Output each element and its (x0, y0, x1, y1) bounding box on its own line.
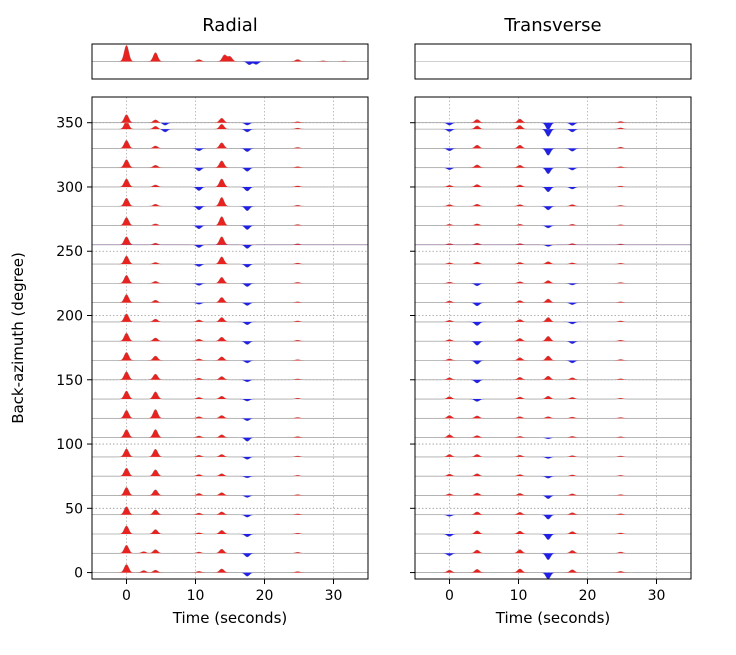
radial-trace-210 (92, 294, 368, 306)
radial-trace-225 (92, 275, 368, 287)
transverse-trace-positive-fill (415, 511, 691, 515)
radial-xtick-label: 30 (325, 588, 343, 604)
radial-trace-150 (92, 371, 368, 383)
radial-ytick-label: 350 (56, 116, 83, 132)
transverse-trace-90 (415, 454, 691, 459)
transverse-trace-135 (415, 395, 691, 402)
radial-ytick-label: 250 (56, 244, 83, 260)
transverse-trace-60 (415, 492, 691, 499)
transverse-xtick-label: 10 (510, 588, 528, 604)
transverse-trace-0 (415, 568, 691, 580)
transverse-trace-300 (415, 184, 691, 193)
transverse-trace-positive-fill (415, 223, 691, 226)
radial-trace-60 (92, 487, 368, 498)
radial-ytick-label: 150 (56, 373, 83, 389)
radial-ytick-label: 300 (56, 180, 83, 196)
transverse-trace-330 (415, 144, 691, 156)
transverse-trace-positive-fill (415, 549, 691, 554)
transverse-trace-positive-fill (415, 125, 691, 130)
radial-ytick-label: 200 (56, 309, 83, 325)
transverse-trace-165 (415, 355, 691, 365)
radial-trace-180 (92, 332, 368, 345)
transverse-stack-frame (414, 43, 692, 80)
transverse-trace-180 (415, 336, 691, 346)
radial-trace-240 (92, 255, 368, 268)
radial-ytick-label: 0 (74, 566, 83, 582)
radial-main-panel (91, 96, 369, 580)
transverse-trace-15 (415, 549, 691, 560)
radial-ylabel: Back-azimuth (degree) (9, 252, 27, 424)
transverse-trace-positive-fill (415, 164, 691, 168)
radial-trace-75 (92, 467, 368, 479)
transverse-trace-positive-fill (415, 204, 691, 207)
transverse-trace-210 (415, 298, 691, 307)
radial-trace-330 (92, 140, 368, 152)
radial-trace-165 (92, 352, 368, 364)
transverse-trace-45 (415, 511, 691, 520)
transverse-xlabel: Time (seconds) (495, 609, 611, 627)
transverse-trace-positive-fill (415, 568, 691, 573)
transverse-trace-positive-fill (415, 473, 691, 477)
radial-trace-285 (92, 197, 368, 211)
radial-trace-345 (92, 120, 368, 133)
transverse-trace-positive-fill (415, 243, 691, 245)
radial-trace-195 (92, 313, 368, 326)
transverse-trace-positive-fill (415, 184, 691, 187)
transverse-trace-30 (415, 530, 691, 540)
radial-trace-30 (92, 525, 368, 538)
transverse-trace-positive-fill (415, 454, 691, 457)
transverse-trace-345 (415, 125, 691, 137)
radial-trace-300 (92, 178, 368, 192)
transverse-trace-120 (415, 415, 691, 419)
radial-stack-panel (91, 43, 369, 80)
radial-title: Radial (202, 15, 258, 36)
radial-stack-trace-positive-fill (92, 45, 368, 62)
transverse-trace-255 (415, 242, 691, 247)
transverse-trace-positive-fill (415, 145, 691, 149)
transverse-main-frame (414, 96, 692, 580)
radial-ytick-label: 50 (65, 501, 83, 517)
transverse-trace-195 (415, 317, 691, 326)
transverse-trace-150 (415, 375, 691, 384)
transverse-stack-panel (414, 43, 692, 80)
radial-xtick-label: 0 (122, 588, 131, 604)
radial-xtick-label: 20 (256, 588, 274, 604)
radial-trace-270 (92, 216, 368, 230)
radial-main-frame (91, 96, 369, 580)
transverse-trace-315 (415, 164, 691, 174)
radial-trace-135 (92, 390, 368, 402)
radial-trace-350 (92, 114, 368, 126)
radial-trace-45 (92, 506, 368, 518)
transverse-title: Transverse (503, 15, 601, 36)
transverse-trace-75 (415, 473, 691, 479)
transverse-panel: Transverse 0 10 20 30 Time (seconds) (410, 15, 692, 627)
radial-trace-315 (92, 159, 368, 172)
radial-trace-0 (92, 564, 368, 577)
radial-ytick-label: 100 (56, 437, 83, 453)
transverse-trace-285 (415, 203, 691, 211)
radial-trace-120 (92, 409, 368, 422)
transverse-trace-105 (415, 434, 691, 440)
radial-trace-90 (92, 448, 368, 460)
radial-xlabel: Time (seconds) (172, 609, 288, 627)
radial-panel: Radial 0 10 20 30 Time (seconds) 0 50 100 150 200 2… (9, 15, 369, 627)
radial-stack-frame (91, 43, 369, 80)
radial-xtick-label: 10 (187, 588, 205, 604)
transverse-trace-positive-fill (415, 119, 691, 123)
transverse-trace-270 (415, 223, 691, 229)
transverse-trace-positive-fill (415, 261, 691, 265)
transverse-xtick-label: 0 (445, 588, 454, 604)
transverse-xtick-label: 20 (579, 588, 597, 604)
transverse-trace-positive-fill (415, 493, 691, 496)
radial-trace-15 (92, 544, 368, 558)
radial-trace-255 (92, 236, 368, 249)
transverse-trace-350 (415, 118, 691, 131)
radial-trace-105 (92, 429, 368, 442)
transverse-main-panel (414, 96, 692, 580)
transverse-trace-225 (415, 280, 691, 287)
transverse-trace-240 (415, 261, 691, 265)
transverse-xtick-label: 30 (648, 588, 666, 604)
